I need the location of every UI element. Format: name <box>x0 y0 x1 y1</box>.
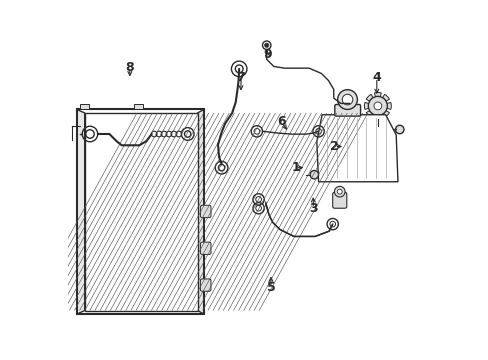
Bar <box>134 104 142 109</box>
Wedge shape <box>381 94 388 102</box>
Polygon shape <box>77 109 84 314</box>
Wedge shape <box>385 103 390 109</box>
FancyBboxPatch shape <box>200 279 210 291</box>
Circle shape <box>395 125 403 134</box>
Circle shape <box>264 43 268 48</box>
Wedge shape <box>364 103 369 109</box>
Text: 8: 8 <box>125 60 134 73</box>
Bar <box>84 113 197 311</box>
Circle shape <box>342 94 352 105</box>
Text: 5: 5 <box>266 281 275 294</box>
Text: 9: 9 <box>263 48 271 61</box>
Text: 4: 4 <box>372 71 380 84</box>
Polygon shape <box>197 109 203 314</box>
Circle shape <box>309 171 318 179</box>
Wedge shape <box>366 110 373 117</box>
FancyBboxPatch shape <box>334 104 360 116</box>
Text: 1: 1 <box>291 161 300 174</box>
FancyBboxPatch shape <box>332 192 346 208</box>
Circle shape <box>367 96 386 116</box>
Text: 3: 3 <box>308 202 317 215</box>
Circle shape <box>337 189 342 194</box>
FancyBboxPatch shape <box>200 205 210 217</box>
Text: 2: 2 <box>329 140 338 153</box>
Text: 7: 7 <box>236 71 245 84</box>
Wedge shape <box>374 114 381 119</box>
Circle shape <box>334 186 345 197</box>
Circle shape <box>373 102 381 110</box>
FancyBboxPatch shape <box>200 242 210 255</box>
Bar <box>81 104 89 109</box>
Bar <box>77 109 203 314</box>
Circle shape <box>337 90 357 109</box>
Polygon shape <box>316 115 397 182</box>
Circle shape <box>347 101 351 105</box>
Text: 6: 6 <box>277 115 285 128</box>
Wedge shape <box>381 110 388 117</box>
Wedge shape <box>374 93 381 98</box>
Wedge shape <box>366 94 373 102</box>
